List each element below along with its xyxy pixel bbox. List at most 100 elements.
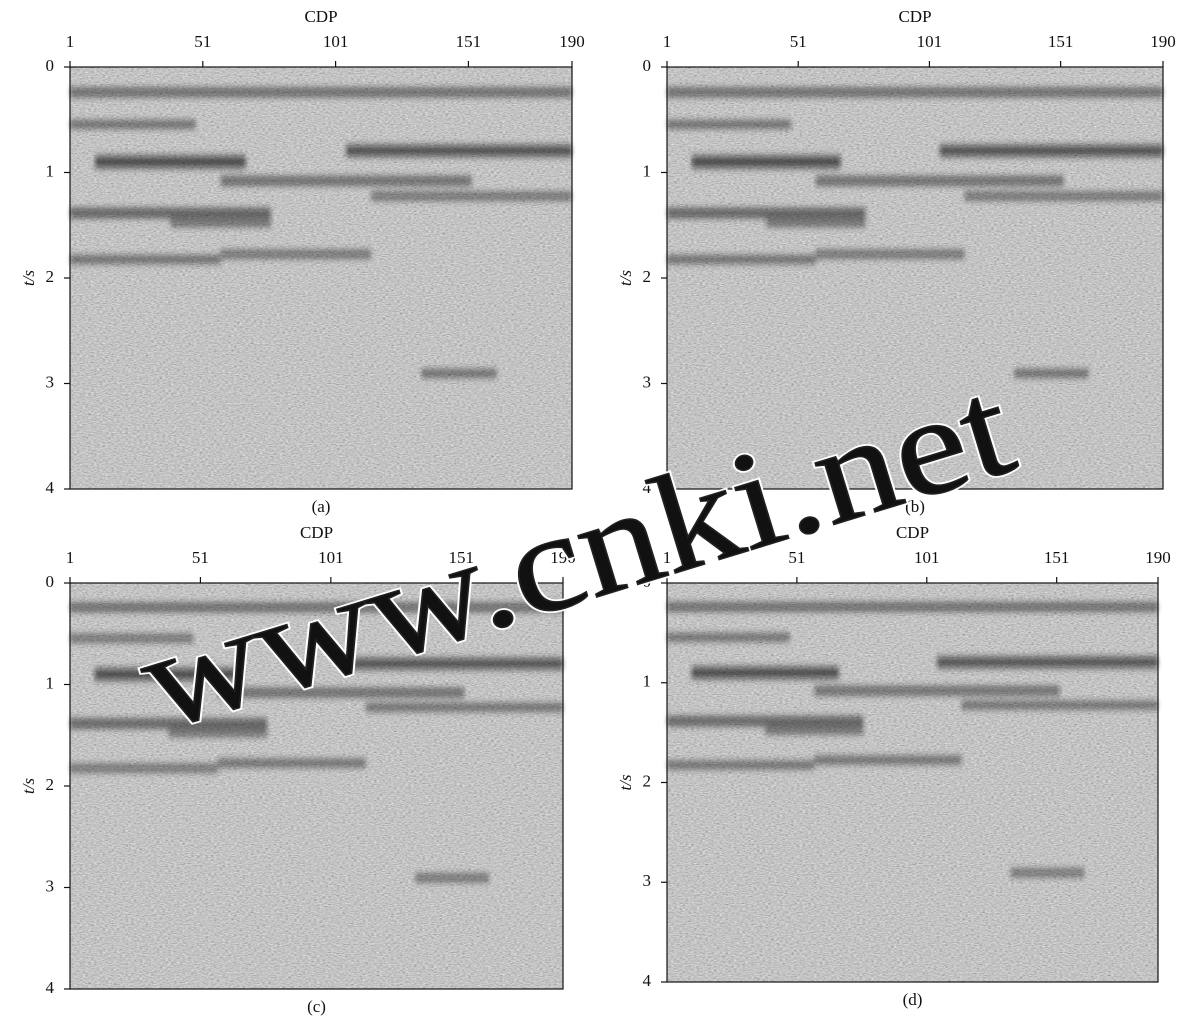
seismic-image	[667, 583, 1158, 982]
reflector	[1010, 870, 1085, 876]
y-tick-label: 4	[643, 971, 652, 990]
x-axis-label: CDP	[304, 7, 337, 26]
reflector	[217, 760, 366, 766]
reflector	[939, 146, 1163, 156]
reflector	[667, 256, 816, 263]
x-axis-label: CDP	[898, 7, 931, 26]
y-tick-label: 2	[643, 771, 652, 790]
reflector	[70, 121, 196, 128]
reflector	[421, 370, 497, 377]
reflector	[937, 657, 1158, 667]
reflector	[814, 687, 1060, 694]
reflector	[815, 251, 965, 257]
seismic-image	[70, 67, 572, 489]
x-tick-label: 190	[559, 32, 585, 51]
reflector	[766, 219, 866, 226]
reflector	[70, 635, 194, 641]
y-tick-label: 0	[46, 572, 55, 591]
y-tick-label: 2	[46, 267, 55, 286]
x-tick-label: 151	[1048, 32, 1074, 51]
reflector	[170, 219, 271, 226]
reflector	[341, 659, 563, 669]
y-tick-label: 0	[643, 56, 652, 75]
y-tick-label: 2	[643, 267, 652, 286]
y-tick-label: 2	[46, 775, 55, 794]
reflector	[217, 689, 465, 696]
reflector	[691, 156, 841, 168]
y-tick-label: 3	[643, 372, 652, 391]
reflectors	[667, 603, 1158, 876]
reflector	[70, 720, 268, 728]
x-tick-label: 1	[66, 32, 75, 51]
y-tick-label: 0	[643, 572, 652, 591]
y-tick-label: 1	[46, 161, 55, 180]
reflector	[220, 251, 372, 257]
reflector	[964, 193, 1163, 199]
x-tick-label: 190	[1145, 548, 1171, 567]
x-tick-label: 190	[550, 548, 576, 567]
y-tick-label: 1	[643, 161, 652, 180]
reflectors	[70, 604, 563, 881]
caption: (a)	[312, 497, 331, 516]
reflector	[667, 634, 790, 640]
y-tick-label: 0	[46, 56, 55, 75]
x-tick-label: 151	[1044, 548, 1070, 567]
x-tick-label: 1	[663, 548, 672, 567]
x-tick-label: 51	[790, 32, 807, 51]
y-tick-label: 1	[46, 673, 55, 692]
y-tick-label: 3	[46, 372, 55, 391]
x-tick-label: 51	[788, 548, 805, 567]
reflector	[1014, 370, 1089, 377]
seismic-image	[667, 67, 1163, 489]
x-tick-label: 190	[1150, 32, 1176, 51]
reflectors	[70, 89, 572, 377]
seismic-image	[70, 583, 563, 989]
reflector	[667, 762, 815, 768]
reflector	[346, 146, 572, 156]
x-axis-label: CDP	[300, 523, 333, 542]
reflector	[667, 717, 864, 725]
y-tick-label: 3	[643, 871, 652, 890]
reflector	[70, 89, 572, 96]
reflector	[667, 209, 866, 217]
y-axis-label: t/s	[616, 774, 635, 790]
reflectors	[667, 89, 1163, 377]
reflector	[815, 177, 1064, 184]
reflector	[70, 604, 563, 611]
x-tick-label: 151	[456, 32, 482, 51]
reflector	[691, 667, 839, 678]
y-axis-label: t/s	[19, 778, 38, 794]
y-tick-label: 4	[46, 478, 55, 497]
reflector	[95, 156, 246, 168]
x-tick-label: 1	[66, 548, 75, 567]
reflector	[168, 730, 268, 736]
y-axis-label: t/s	[616, 270, 635, 286]
y-tick-label: 4	[643, 478, 652, 497]
reflector	[415, 875, 490, 881]
x-tick-label: 101	[917, 32, 943, 51]
reflector	[667, 121, 791, 128]
x-tick-label: 151	[449, 548, 475, 567]
caption: (c)	[307, 997, 326, 1016]
reflector	[70, 209, 271, 217]
y-axis-label: t/s	[19, 270, 38, 286]
reflector	[814, 757, 962, 763]
y-tick-label: 4	[46, 978, 55, 997]
reflector	[365, 704, 563, 710]
x-tick-label: 101	[318, 548, 344, 567]
caption: (d)	[903, 990, 923, 1009]
x-tick-label: 51	[194, 32, 211, 51]
x-tick-label: 101	[914, 548, 940, 567]
reflector	[667, 603, 1158, 610]
x-axis-label: CDP	[896, 523, 929, 542]
x-tick-label: 1	[663, 32, 672, 51]
y-tick-label: 1	[643, 672, 652, 691]
reflector	[765, 727, 864, 733]
y-tick-label: 3	[46, 876, 55, 895]
caption: (b)	[905, 497, 925, 516]
